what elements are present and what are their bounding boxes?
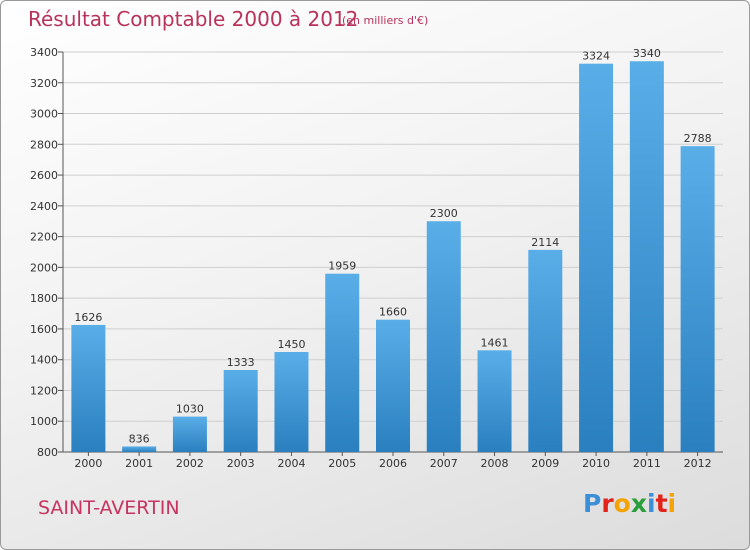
chart-subtitle: (en milliers d'€) [342, 14, 429, 27]
x-tick-label: 2006 [379, 457, 407, 470]
bar [122, 446, 157, 452]
logo-letter: o [613, 489, 631, 518]
data-label: 836 [129, 432, 150, 445]
data-label: 2114 [531, 236, 559, 249]
logo-letter: x [630, 489, 647, 518]
x-tick-label: 2011 [633, 457, 661, 470]
x-tick-label: 2009 [531, 457, 559, 470]
bar [426, 221, 461, 452]
x-tick-label: 2010 [582, 457, 610, 470]
data-label: 3340 [633, 47, 661, 60]
bar [223, 370, 258, 452]
logo-letter: i [647, 489, 656, 518]
data-label: 3324 [582, 50, 610, 63]
x-tick-label: 2007 [430, 457, 458, 470]
y-tick-label: 2000 [30, 261, 58, 274]
logo-letter: t [655, 489, 668, 518]
logo-letter: r [601, 489, 614, 518]
bar [325, 273, 360, 452]
y-tick-label: 2400 [30, 200, 58, 213]
x-tick-label: 2005 [328, 457, 356, 470]
x-tick-label: 2002 [176, 457, 204, 470]
commune-name: SAINT-AVERTIN [38, 497, 180, 519]
data-label: 1959 [328, 260, 356, 273]
chart-title: Résultat Comptable 2000 à 2012 [28, 7, 359, 31]
y-tick-label: 1000 [30, 415, 58, 428]
data-label: 2300 [430, 207, 458, 220]
y-tick-label: 1800 [30, 292, 58, 305]
bar [274, 352, 309, 452]
y-tick-label: 1600 [30, 323, 58, 336]
x-tick-label: 2000 [74, 457, 102, 470]
logo-letter: i [667, 489, 677, 518]
y-tick-label: 1200 [30, 384, 58, 397]
y-tick-label: 2800 [30, 138, 58, 151]
x-tick-label: 2004 [277, 457, 305, 470]
data-label: 1660 [379, 306, 407, 319]
bar [528, 249, 563, 452]
logo-letter: P [583, 489, 602, 518]
y-tick-label: 800 [37, 446, 58, 459]
data-label: 1030 [176, 403, 204, 416]
x-tick-label: 2008 [481, 457, 509, 470]
y-tick-label: 3400 [30, 46, 58, 59]
bar [376, 319, 410, 452]
y-tick-label: 3200 [30, 77, 58, 90]
proxiti-logo: Proxiti [583, 489, 676, 518]
data-label: 1626 [74, 311, 102, 324]
x-tick-label: 2012 [684, 457, 712, 470]
bar [579, 63, 614, 452]
y-tick-label: 3000 [30, 108, 58, 121]
data-label: 1461 [481, 336, 509, 349]
data-label: 1450 [277, 338, 305, 351]
x-axis-ticks: 2000 2001 2002 2003 2004 2005 2006 2007 2008 2009… [74, 452, 712, 470]
y-axis-ticks: 800 1000 1200 1400 1600 1800 2000 2200 2400 2600 2… [30, 46, 723, 459]
bar [680, 146, 715, 452]
data-label: 2788 [684, 132, 712, 145]
bar [477, 350, 512, 452]
x-tick-label: 2003 [227, 457, 255, 470]
y-tick-label: 2200 [30, 231, 58, 244]
y-tick-label: 2600 [30, 169, 58, 182]
bar [71, 324, 106, 452]
x-tick-label: 2001 [125, 457, 153, 470]
bar [629, 61, 664, 452]
bars [71, 61, 715, 452]
y-tick-label: 1400 [30, 354, 58, 367]
bar [172, 416, 207, 452]
data-label: 1333 [227, 356, 255, 369]
data-labels: 1626 836 1030 1333 1450 1959 1660 2300 1461 2114 3… [74, 47, 711, 445]
